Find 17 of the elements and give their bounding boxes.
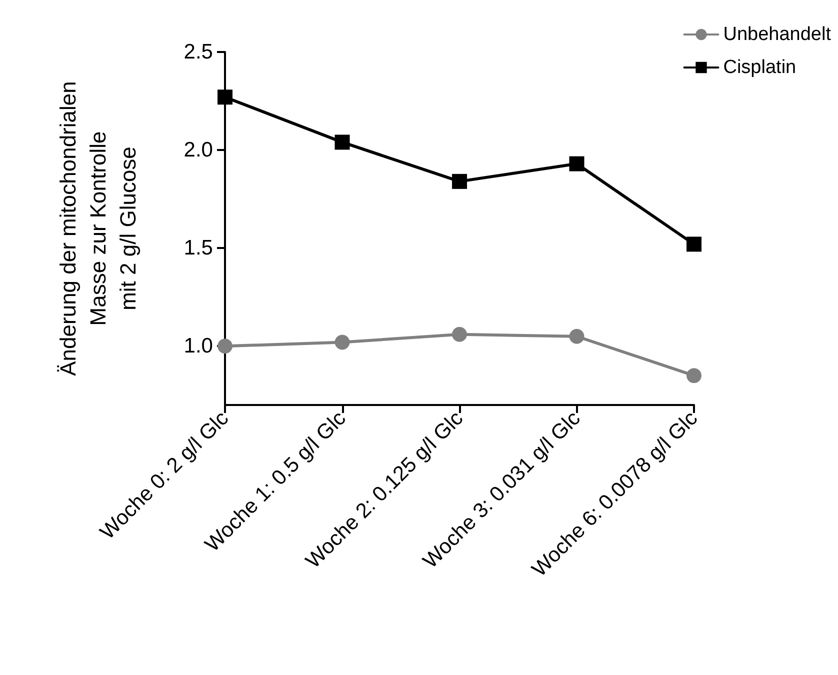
legend-label: Unbehandelt [723, 24, 832, 45]
point [569, 156, 584, 172]
point [334, 334, 350, 350]
y-tick-label: 1.5 [184, 236, 213, 260]
point [334, 134, 350, 150]
point [452, 326, 467, 342]
point [218, 90, 232, 105]
legend-label: Cisplatin [723, 57, 796, 78]
y-tick-label: 2.5 [184, 40, 213, 64]
point [452, 174, 467, 189]
point [218, 338, 232, 354]
y-tick-label: 2.0 [184, 138, 213, 162]
point [686, 368, 702, 384]
point [569, 328, 584, 344]
point [686, 236, 702, 252]
y-tick-label: 1.0 [184, 334, 213, 358]
y-axis-title: Änderung der mitochondrialen Masse zur Kontrolle mit 2 g/l Glucose [56, 81, 140, 376]
